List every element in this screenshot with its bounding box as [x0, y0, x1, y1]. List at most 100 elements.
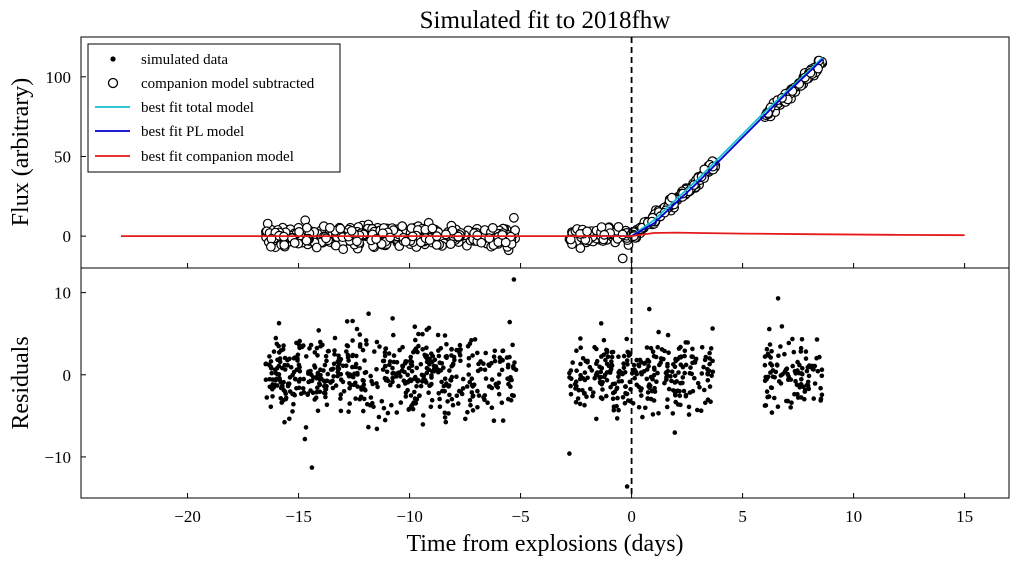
residual-point [400, 364, 406, 370]
residual-point [802, 389, 808, 394]
residual-point [643, 405, 648, 411]
residual-point [464, 384, 470, 389]
residual-point [384, 376, 389, 382]
residual-point [361, 408, 366, 414]
residual-point [442, 376, 448, 382]
residual-point [344, 343, 350, 348]
residual-point [318, 376, 324, 381]
data-point-open [335, 223, 346, 234]
residual-point [324, 358, 329, 364]
residual-point [594, 416, 599, 422]
residual-point [510, 342, 515, 348]
residual-point [772, 395, 777, 401]
residual-point [301, 376, 307, 382]
residual-point [376, 414, 382, 420]
residual-point [707, 356, 712, 361]
residual-point [674, 379, 679, 384]
residual-point [406, 365, 412, 371]
residual-point [338, 408, 344, 414]
residual-point [283, 391, 289, 397]
residual-point [469, 390, 475, 395]
residual-point [410, 402, 415, 408]
residual-point [291, 401, 296, 407]
residual-point [381, 405, 387, 411]
residual-point [380, 358, 386, 364]
residual-point [602, 374, 607, 380]
residual-point [350, 338, 355, 343]
residual-point [354, 353, 359, 359]
residual-point [426, 390, 431, 396]
residual-point [302, 436, 308, 442]
data-point-open [311, 242, 322, 253]
residual-point [511, 277, 517, 282]
residual-point [578, 361, 583, 367]
residual-point [444, 342, 449, 347]
residual-point [695, 407, 700, 413]
residual-point [335, 366, 341, 371]
residual-point [682, 353, 687, 359]
residual-point [664, 373, 670, 378]
residual-point [804, 368, 810, 374]
residual-point [790, 363, 795, 369]
residual-point [683, 362, 689, 368]
residual-point [312, 363, 317, 368]
residual-point [363, 387, 368, 393]
axes-frame-bottom [80, 267, 1010, 499]
residual-point [621, 365, 627, 371]
residual-point [767, 342, 773, 347]
residual-point [414, 384, 419, 389]
residual-point [402, 379, 408, 385]
residual-point [417, 393, 422, 398]
residual-point [795, 391, 800, 397]
residual-point [436, 348, 441, 353]
residual-point [624, 358, 630, 363]
residual-point [304, 354, 309, 359]
residual-point [328, 379, 333, 385]
residual-point [634, 357, 639, 363]
residual-point [646, 363, 651, 369]
residual-point [315, 353, 320, 358]
residual-point [819, 373, 825, 379]
residual-point [374, 381, 379, 386]
residual-point [574, 348, 579, 354]
residual-point [360, 347, 366, 353]
residual-point [763, 374, 768, 380]
residual-point [802, 396, 807, 402]
residual-point [650, 349, 656, 355]
residual-point [778, 344, 783, 349]
data-point-open [667, 192, 677, 203]
residual-point [616, 374, 621, 380]
residual-point [405, 372, 411, 378]
data-point-open [266, 241, 276, 252]
legend-label-companion-subtracted: companion model subtracted [141, 76, 315, 92]
residual-point [412, 396, 418, 401]
residual-point [357, 342, 363, 347]
residual-point [429, 351, 434, 357]
residual-point [577, 376, 583, 382]
residual-point [312, 397, 318, 402]
residual-point [646, 359, 652, 364]
residual-point [314, 345, 320, 351]
residual-point [681, 388, 687, 394]
residual-point [323, 394, 328, 400]
residual-point [599, 365, 605, 371]
residual-point [330, 385, 336, 391]
residual-point [456, 401, 461, 406]
residual-point [485, 400, 490, 406]
residual-point [805, 379, 811, 385]
residual-point [577, 401, 583, 407]
data-point-open [497, 229, 508, 240]
residual-point [420, 422, 426, 427]
residual-point [568, 383, 573, 389]
residual-point [778, 373, 784, 378]
residual-point [335, 373, 340, 379]
residual-point [574, 368, 579, 374]
residual-point [460, 376, 466, 382]
residual-point [414, 365, 420, 371]
residual-point [672, 430, 678, 435]
residual-point [647, 306, 652, 312]
residual-point [283, 396, 289, 402]
residual-point [688, 365, 693, 370]
legend-label-pl-model: best fit PL model [141, 124, 244, 140]
residual-point [267, 384, 273, 390]
